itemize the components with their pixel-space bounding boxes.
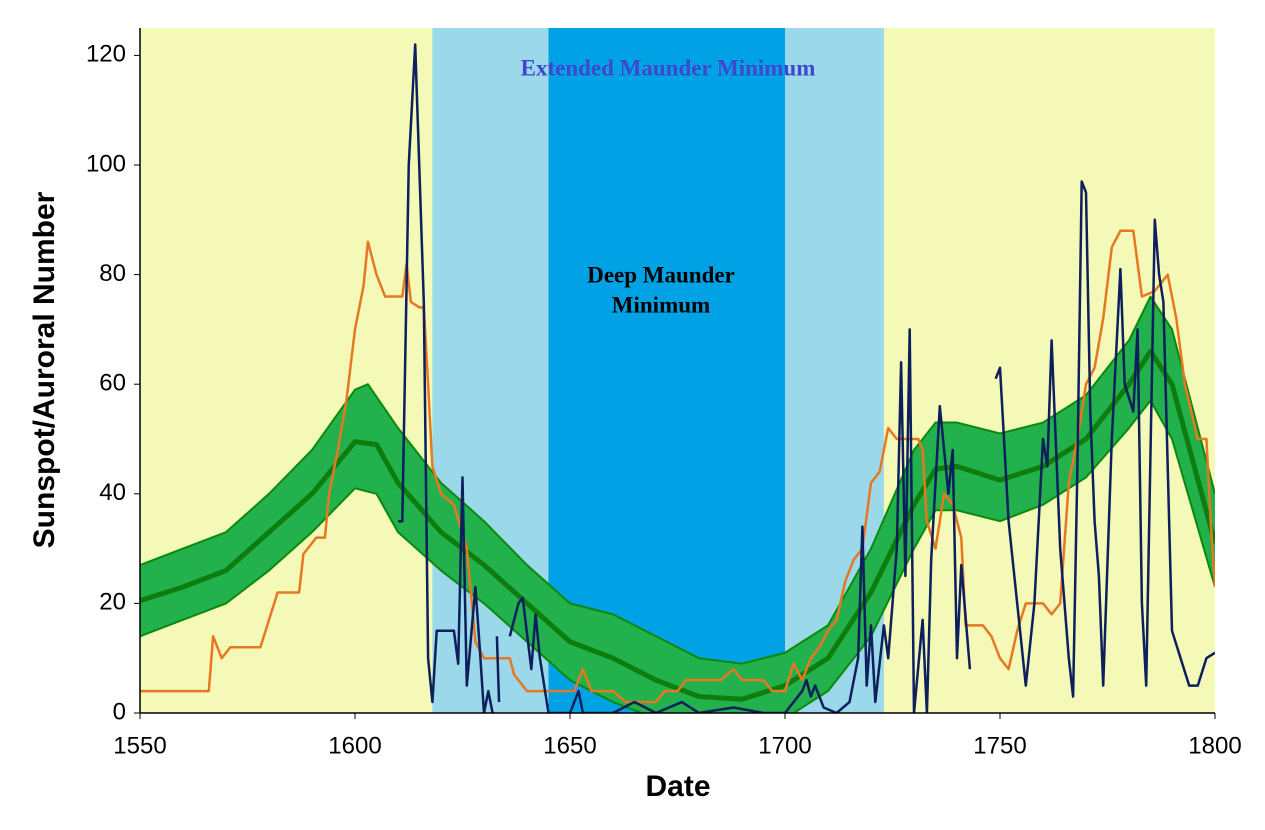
confidence-band <box>140 296 1215 713</box>
y-tick-label: 100 <box>86 150 126 177</box>
annotation: Extended Maunder Minimum <box>521 55 816 80</box>
x-tick-label: 1550 <box>113 732 166 759</box>
y-tick-label: 40 <box>99 479 126 506</box>
y-tick-label: 120 <box>86 41 126 68</box>
y-tick-label: 0 <box>113 698 126 725</box>
annotation: Minimum <box>612 292 710 317</box>
annotation: Deep Maunder <box>587 262 735 287</box>
y-axis-title: Sunspot/Auroral Number <box>28 191 61 548</box>
x-tick-label: 1700 <box>758 732 811 759</box>
y-tick-label: 80 <box>99 260 126 287</box>
shaded-region <box>548 28 785 713</box>
x-tick-label: 1600 <box>328 732 381 759</box>
x-axis-title: Date <box>645 770 710 803</box>
data-line <box>140 229 1215 704</box>
y-tick-label: 20 <box>99 589 126 616</box>
y-tick-label: 60 <box>99 370 126 397</box>
x-tick-label: 1800 <box>1188 732 1241 759</box>
data-line <box>140 295 1215 665</box>
x-tick-label: 1750 <box>973 732 1026 759</box>
plot-marks <box>140 43 1215 713</box>
data-line <box>398 43 1215 713</box>
x-tick-label: 1650 <box>543 732 596 759</box>
